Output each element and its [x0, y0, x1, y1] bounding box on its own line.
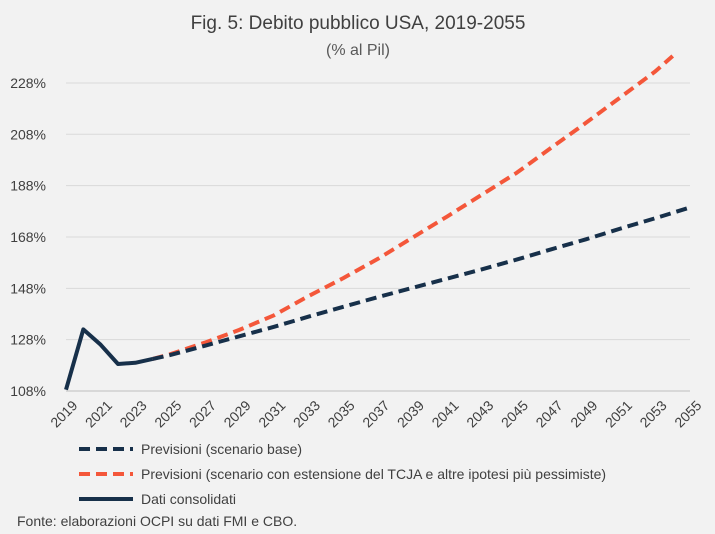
x-tick-label: 2033	[290, 397, 323, 430]
x-tick-label: 2021	[82, 397, 115, 430]
gridlines	[66, 82, 690, 392]
y-tick-label: 188%	[10, 178, 46, 194]
x-tick-label: 2025	[151, 397, 184, 430]
y-tick-label: 128%	[10, 332, 46, 348]
y-tick-label: 108%	[10, 383, 46, 399]
x-tick-label: 2053	[636, 397, 669, 430]
series-line-scenario-base	[152, 205, 691, 361]
y-tick-label: 148%	[10, 280, 46, 296]
x-tick-label: 2051	[602, 397, 635, 430]
x-axis-ticks: 2019 2021 2023 2025 2027 2029 2031 2033 2035 2037…	[47, 390, 705, 431]
series-line-dati-consolidati	[64, 327, 154, 391]
series-line-scenario-pessimista	[152, 54, 675, 361]
x-tick-label: 2019	[47, 397, 80, 430]
x-tick-label: 2043	[463, 397, 496, 430]
source-note: Fonte: elaborazioni OCPI su dati FMI e C…	[17, 513, 297, 529]
y-tick-label: 168%	[10, 229, 46, 245]
x-tick-label: 2031	[255, 397, 288, 430]
legend-label: Previsioni (scenario con estensione del …	[141, 466, 606, 482]
y-tick-label: 228%	[10, 75, 46, 91]
legend-label: Dati consolidati	[141, 491, 236, 507]
x-tick-label: 2023	[116, 397, 149, 430]
y-tick-label: 208%	[10, 126, 46, 142]
x-tick-label: 2055	[671, 397, 704, 430]
legend: Previsioni (scenario base) Previsioni (sc…	[79, 441, 606, 507]
x-tick-label: 2035	[324, 397, 357, 430]
x-tick-label: 2049	[567, 397, 600, 430]
x-tick-label: 2045	[498, 397, 531, 430]
series-lines	[64, 54, 691, 391]
x-tick-label: 2027	[186, 397, 219, 430]
x-tick-label: 2037	[359, 397, 392, 430]
x-tick-label: 2029	[220, 397, 253, 430]
y-axis-ticks: 108% 128% 148% 168% 188% 208% 228%	[10, 75, 46, 399]
chart-subtitle: (% al Pil)	[326, 42, 390, 59]
x-tick-label: 2039	[394, 397, 427, 430]
chart-title: Fig. 5: Debito pubblico USA, 2019-2055	[191, 13, 526, 34]
x-tick-label: 2047	[532, 397, 565, 430]
x-tick-label: 2041	[428, 397, 461, 430]
legend-label: Previsioni (scenario base)	[141, 441, 302, 457]
